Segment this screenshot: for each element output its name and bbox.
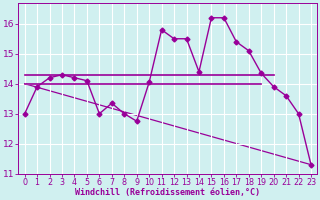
X-axis label: Windchill (Refroidissement éolien,°C): Windchill (Refroidissement éolien,°C) [75, 188, 260, 197]
